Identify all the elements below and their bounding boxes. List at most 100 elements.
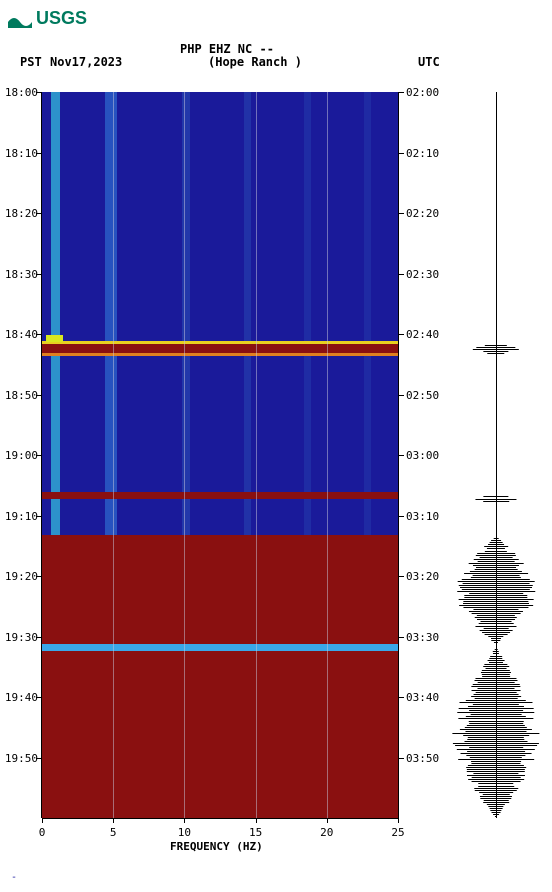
seismogram-trace <box>475 617 517 618</box>
seismogram-trace <box>490 656 502 657</box>
seismogram-trace <box>467 725 525 726</box>
seismogram-trace <box>488 660 505 661</box>
seismic-event-band <box>42 344 398 353</box>
ytick-label-utc: 03:30 <box>406 631 439 644</box>
seismogram-trace <box>473 349 519 350</box>
seismogram-trace <box>475 680 518 681</box>
ytick-label-pst: 18:50 <box>5 389 38 402</box>
seismogram-trace <box>467 751 525 752</box>
seismogram-trace <box>488 806 503 807</box>
seismogram-trace <box>473 565 519 566</box>
seismogram-trace <box>469 721 524 722</box>
ytick-mark-right <box>398 697 404 698</box>
seismogram-trace <box>491 638 501 639</box>
seismogram-trace <box>467 771 525 772</box>
seismogram-trace <box>489 662 503 663</box>
seismogram-trace <box>477 553 515 554</box>
seismogram-trace <box>480 796 512 797</box>
seismogram-trace <box>467 775 525 776</box>
seismogram-trace <box>474 788 518 789</box>
gridline <box>256 92 257 818</box>
seismogram-trace <box>458 581 535 582</box>
ytick-mark-right <box>398 213 404 214</box>
seismogram-trace <box>485 345 507 346</box>
ytick-label-utc: 02:00 <box>406 86 439 99</box>
seismogram-trace <box>475 678 516 679</box>
seismogram-trace <box>493 653 499 654</box>
seismogram-trace <box>469 710 523 711</box>
seismogram-trace <box>478 786 514 787</box>
gridline <box>184 92 185 818</box>
seismogram-trace <box>478 783 513 784</box>
ytick-label-pst: 19:10 <box>5 510 38 523</box>
seismogram-trace <box>463 583 530 584</box>
seismogram-trace <box>467 739 524 740</box>
ytick-label-pst: 19:30 <box>5 631 38 644</box>
xtick-label: 10 <box>178 826 191 839</box>
xtick-label: 20 <box>320 826 333 839</box>
ytick-mark-right <box>398 455 404 456</box>
seismogram-trace <box>469 747 523 748</box>
ytick-label-utc: 03:00 <box>406 449 439 462</box>
seismogram-trace <box>495 816 497 817</box>
x-axis-label: FREQUENCY (HZ) <box>170 840 263 853</box>
usgs-logo: USGS <box>8 8 87 29</box>
seismogram-trace <box>488 544 504 545</box>
seismogram-trace <box>466 767 526 768</box>
seismogram-trace <box>471 761 521 762</box>
spectrogram-plot <box>42 92 398 818</box>
seismogram-trace <box>478 561 515 562</box>
seismogram-trace <box>457 749 535 750</box>
seismogram-trace <box>495 649 498 650</box>
seismogram-trace <box>490 810 501 811</box>
seismogram-trace <box>478 682 515 683</box>
seismogram-trace <box>483 496 508 497</box>
seismogram-trace <box>483 666 509 667</box>
seismogram-trace <box>480 798 511 799</box>
seismogram-trace <box>472 777 521 778</box>
ytick-label-utc: 03:50 <box>406 752 439 765</box>
seismogram-trace <box>477 619 515 620</box>
seismogram-trace <box>493 814 499 815</box>
seismogram-trace <box>463 601 528 602</box>
seismogram-panel <box>452 92 540 818</box>
seismogram-trace <box>490 808 503 809</box>
date-label: Nov17,2023 <box>50 55 122 69</box>
seismogram-trace <box>464 595 527 596</box>
seismogram-trace <box>490 542 503 543</box>
seismogram-trace <box>466 700 526 701</box>
seismogram-trace <box>473 704 519 705</box>
seismogram-trace <box>471 763 520 764</box>
seismogram-trace <box>472 690 521 691</box>
seismogram-trace <box>487 804 505 805</box>
seismogram-trace <box>460 587 532 588</box>
seismogram-trace <box>476 567 516 568</box>
ytick-mark-right <box>398 395 404 396</box>
seismogram-trace <box>484 546 508 547</box>
seismogram-trace <box>479 792 513 793</box>
seismogram-trace <box>476 555 516 556</box>
seismogram-trace <box>475 790 517 791</box>
seismogram-trace <box>475 569 518 570</box>
xtick-label: 25 <box>391 826 404 839</box>
seismogram-trace <box>484 664 507 665</box>
seismogram-trace <box>486 668 507 669</box>
seismogram-trace <box>483 501 509 502</box>
seismogram-trace <box>475 698 518 699</box>
xtick-label: 0 <box>39 826 46 839</box>
ytick-label-pst: 19:50 <box>5 752 38 765</box>
seismogram-trace <box>494 642 498 643</box>
seismogram-trace <box>480 630 513 631</box>
usgs-wave-icon <box>8 10 32 28</box>
seismogram-trace <box>474 559 519 560</box>
seismogram-trace <box>464 597 527 598</box>
ytick-label-utc: 03:20 <box>406 570 439 583</box>
seismogram-trace <box>455 745 537 746</box>
seismogram-trace <box>467 769 525 770</box>
seismogram-trace <box>461 753 532 754</box>
seismogram-trace <box>487 548 505 549</box>
seismogram-trace <box>465 741 528 742</box>
seismogram-trace <box>470 571 522 572</box>
seismogram-trace <box>483 802 509 803</box>
ytick-mark-right <box>398 153 404 154</box>
